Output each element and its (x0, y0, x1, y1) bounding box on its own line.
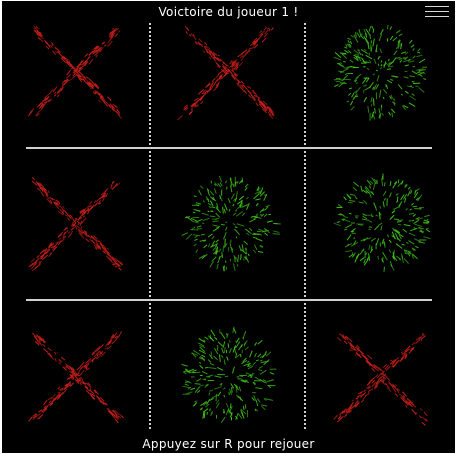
replay-hint: Appuyez sur R pour rejouer (142, 437, 315, 451)
menu-line (425, 11, 449, 12)
x-mark-r1c2 (177, 25, 275, 121)
hamburger-menu-icon[interactable] (425, 5, 449, 19)
board-cell-r1c2[interactable] (150, 21, 305, 148)
menu-line (425, 16, 449, 17)
board-cell-r2c3[interactable] (305, 148, 455, 300)
menu-line (425, 6, 449, 7)
board-cell-r1c3[interactable] (305, 21, 455, 148)
board-marks (27, 24, 431, 426)
board-cell-r3c3[interactable] (305, 300, 455, 436)
o-mark-r3c2 (181, 326, 277, 424)
board-cell-r2c2[interactable] (150, 148, 305, 300)
board-cell-r3c2[interactable] (150, 300, 305, 436)
o-mark-r2c2 (181, 175, 281, 272)
board-cell-r3c1[interactable] (2, 300, 150, 436)
x-mark-r3c1 (28, 330, 124, 424)
game-status-title: Voictoire du joueur 1 ! (158, 5, 299, 19)
x-mark-r1c1 (27, 25, 123, 120)
x-mark-r3c3 (333, 332, 428, 426)
board-cells[interactable] (2, 21, 455, 436)
o-mark-r1c3 (333, 24, 428, 121)
x-mark-r2c1 (28, 176, 124, 272)
board-cell-r1c1[interactable] (2, 21, 150, 148)
o-mark-r2c3 (333, 173, 431, 272)
grid-lines (26, 23, 432, 430)
board-cell-r2c1[interactable] (2, 148, 150, 300)
